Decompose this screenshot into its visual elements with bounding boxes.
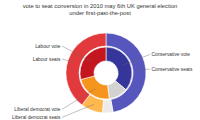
leader-line xyxy=(62,46,91,61)
subtitle: under first-past-the-post xyxy=(69,10,131,16)
slice xyxy=(106,47,132,90)
leader-line xyxy=(62,59,74,62)
leader-line xyxy=(139,69,150,71)
slice-label: Liberal democrat seats xyxy=(12,115,61,120)
slice-label: Labour seats xyxy=(33,57,61,62)
slice-label: Liberal democrat vote xyxy=(14,107,60,112)
slice xyxy=(102,100,113,113)
slice xyxy=(81,76,109,99)
leader-line xyxy=(62,89,95,110)
donut: Labour vote Labour seats Liberal democrat … xyxy=(12,33,193,120)
slice xyxy=(108,81,126,99)
slice xyxy=(80,47,106,79)
slice-label: Labour vote xyxy=(35,44,61,49)
slice xyxy=(106,33,146,112)
chart: vote to seat conversion in 2010 may 6th … xyxy=(0,0,200,120)
leader-line xyxy=(123,54,150,65)
slice-label: Conservative seats xyxy=(152,67,193,72)
slice-label: Conservative vote xyxy=(152,52,191,57)
title: vote to seat conversion in 2010 may 6th … xyxy=(23,3,178,9)
leader-line xyxy=(62,104,94,117)
